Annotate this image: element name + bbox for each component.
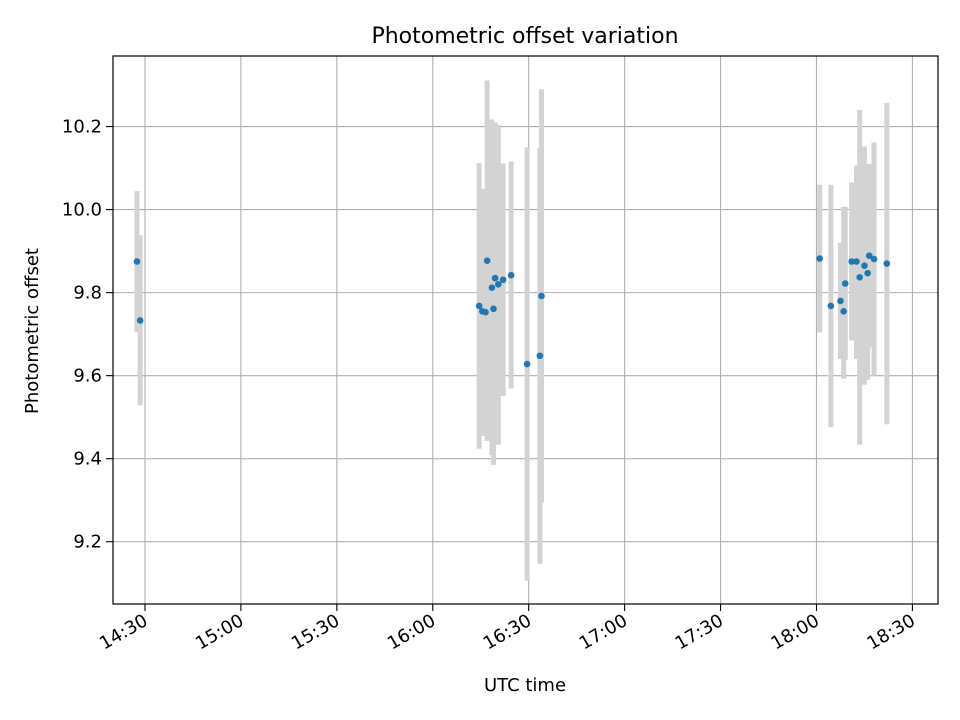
data-point — [482, 308, 489, 316]
y-tick-label: 9.4 — [73, 449, 102, 470]
data-point — [840, 308, 847, 315]
data-point — [870, 255, 878, 263]
y-tick-label: 9.6 — [73, 366, 102, 387]
data-point — [490, 305, 497, 313]
data-point — [856, 273, 863, 281]
x-tick-label: 18:00 — [768, 610, 823, 654]
chart-title: Photometric offset variation — [371, 24, 678, 49]
y-tick-label: 9.8 — [73, 283, 102, 304]
x-tick-label: 14:30 — [96, 610, 151, 654]
data-point — [827, 302, 835, 310]
data-point — [536, 352, 544, 360]
y-axis-ticks: 9.2 9.4 9.6 9.8 10.0 10.2 — [62, 117, 113, 553]
x-axis-ticks: 14:30 15:00 15:30 16:00 16:30 17:00 17:30 18:00… — [96, 604, 919, 654]
plot-frame — [112, 55, 939, 605]
x-axis-label: UTC time — [484, 675, 566, 696]
y-tick-label: 9.2 — [73, 532, 102, 553]
data-points — [133, 252, 891, 368]
data-point — [491, 274, 499, 282]
x-tick-label: 17:30 — [672, 610, 727, 654]
data-point — [853, 258, 860, 265]
x-tick-label: 18:30 — [863, 610, 918, 654]
y-axis-label: Photometric offset — [22, 248, 43, 414]
data-point — [861, 262, 868, 269]
data-point — [499, 276, 507, 284]
x-tick-label: 16:30 — [480, 610, 535, 654]
data-point — [864, 269, 871, 277]
data-point — [816, 255, 823, 262]
data-point — [475, 302, 483, 310]
data-point — [136, 317, 144, 324]
x-tick-label: 16:00 — [384, 610, 439, 654]
data-point — [495, 281, 502, 288]
data-point — [488, 284, 496, 291]
x-tick-label: 15:00 — [192, 610, 247, 654]
data-point — [538, 292, 545, 300]
data-point — [848, 258, 855, 265]
data-point — [483, 257, 491, 264]
x-tick-label: 17:00 — [576, 610, 631, 654]
data-point — [865, 252, 873, 259]
x-tick-label: 15:30 — [288, 610, 343, 654]
y-tick-label: 10.0 — [62, 200, 102, 221]
data-point — [841, 280, 849, 287]
data-point — [507, 271, 515, 279]
data-point — [883, 260, 891, 267]
data-point — [133, 258, 141, 265]
data-point — [837, 297, 844, 305]
data-point — [523, 360, 531, 368]
y-tick-label: 10.2 — [62, 117, 102, 138]
